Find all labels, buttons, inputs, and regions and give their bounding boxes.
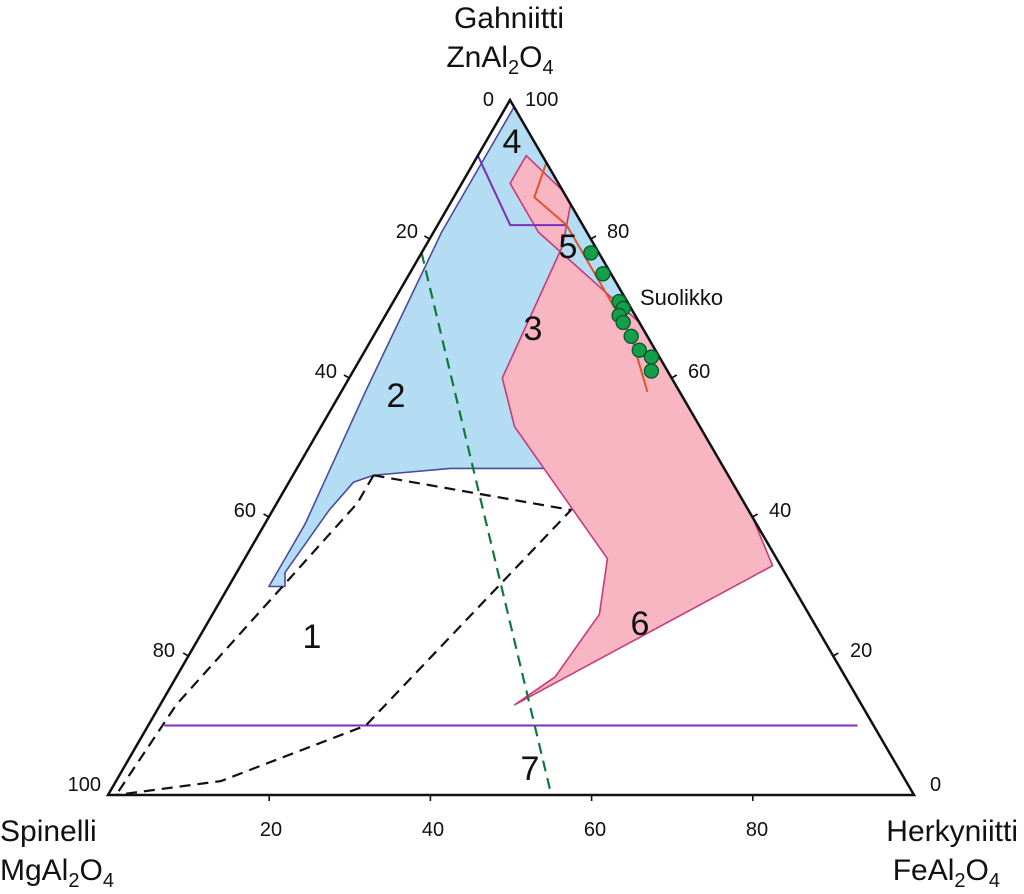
suolikko-point-10: [643, 363, 660, 379]
right-tick-mark-20: [832, 652, 839, 657]
suolikko-point-1: [583, 245, 599, 261]
formula-part: O: [79, 854, 102, 887]
triangle-outline: [105, 97, 917, 797]
suolikko-points: [583, 245, 660, 379]
left-tick-mark-40: [343, 374, 350, 379]
formula-part: FeAl: [893, 854, 955, 887]
right-tick-label-80: 80: [607, 221, 629, 243]
right-tick-label-20: 20: [850, 640, 872, 662]
field-boundary-line-2: [476, 155, 567, 227]
field-label-2: 2: [387, 377, 406, 415]
field-boundary-line-4: [420, 252, 553, 796]
suolikko-point-2: [595, 266, 611, 282]
right-tick-mark-80: [590, 235, 597, 240]
formula-sub: 4: [989, 870, 1000, 892]
corner-label-top-left: 0: [483, 89, 494, 111]
triangle-frame: [105, 97, 917, 797]
left-tick-label-40: 40: [315, 361, 337, 383]
field-label-4: 4: [503, 123, 522, 161]
field-boundary-line-5: [115, 474, 573, 797]
field-label-7: 7: [521, 750, 540, 788]
corner-label-bottom-left: 100: [68, 774, 101, 796]
bottom-tick-label-20: 20: [260, 819, 282, 841]
suolikko-point-6: [615, 314, 631, 331]
corner-label-bottom-right: 0: [930, 774, 941, 796]
formula-sub: 2: [954, 870, 965, 892]
left-tick-mark-20: [423, 235, 430, 240]
suolikko-point-7: [623, 328, 639, 344]
formula-part: MgAl: [0, 854, 68, 887]
field-boundary-line-6: [115, 474, 375, 796]
suolikko-point-8: [631, 342, 647, 358]
apex-left-name: Spinelli: [0, 815, 97, 848]
field-label-3: 3: [524, 310, 543, 348]
apex-right-formula: FeAl2O4: [893, 854, 1000, 892]
bottom-tick-label-40: 40: [422, 819, 444, 841]
suolikko-point-9: [643, 349, 660, 365]
bottom-axis-tick-labels: 20 40 60 80: [260, 819, 768, 841]
corner-label-top-right: 100: [525, 89, 558, 111]
left-tick-mark-80: [182, 652, 189, 657]
left-tick-label-80: 80: [153, 640, 175, 662]
apex-top-formula: ZnAl2O4: [446, 41, 553, 79]
field-label-6: 6: [631, 605, 650, 643]
formula-part: O: [966, 854, 989, 887]
field-label-5: 5: [559, 228, 578, 266]
left-tick-label-60: 60: [234, 500, 256, 522]
formula-part: O: [519, 41, 542, 74]
left-tick-mark-60: [263, 513, 270, 518]
right-axis-tick-labels: 80 60 40 20: [607, 221, 872, 662]
apex-top-name: Gahniitti: [454, 2, 564, 35]
tick-marks: [182, 235, 839, 801]
formula-sub: 4: [543, 57, 554, 79]
annotation-suolikko: Suolikko: [640, 285, 723, 310]
right-tick-label-60: 60: [688, 361, 710, 383]
formula-sub: 2: [68, 870, 79, 892]
regions-layer: [268, 106, 774, 706]
apex-left-formula: MgAl2O4: [0, 854, 114, 892]
bottom-tick-label-60: 60: [584, 819, 606, 841]
lines-layer: [115, 155, 858, 797]
right-tick-label-40: 40: [769, 500, 791, 522]
apex-right-name: Herkyniitti: [886, 815, 1018, 848]
right-tick-mark-60: [671, 374, 678, 379]
formula-sub: 2: [508, 57, 519, 79]
right-tick-mark-40: [752, 513, 759, 518]
field-label-1: 1: [303, 618, 322, 656]
formula-part: ZnAl: [446, 41, 508, 74]
left-tick-label-20: 20: [396, 221, 418, 243]
formula-sub: 4: [103, 870, 114, 892]
left-axis-tick-labels: 20 40 60 80: [153, 221, 418, 662]
bottom-tick-label-80: 80: [746, 819, 768, 841]
